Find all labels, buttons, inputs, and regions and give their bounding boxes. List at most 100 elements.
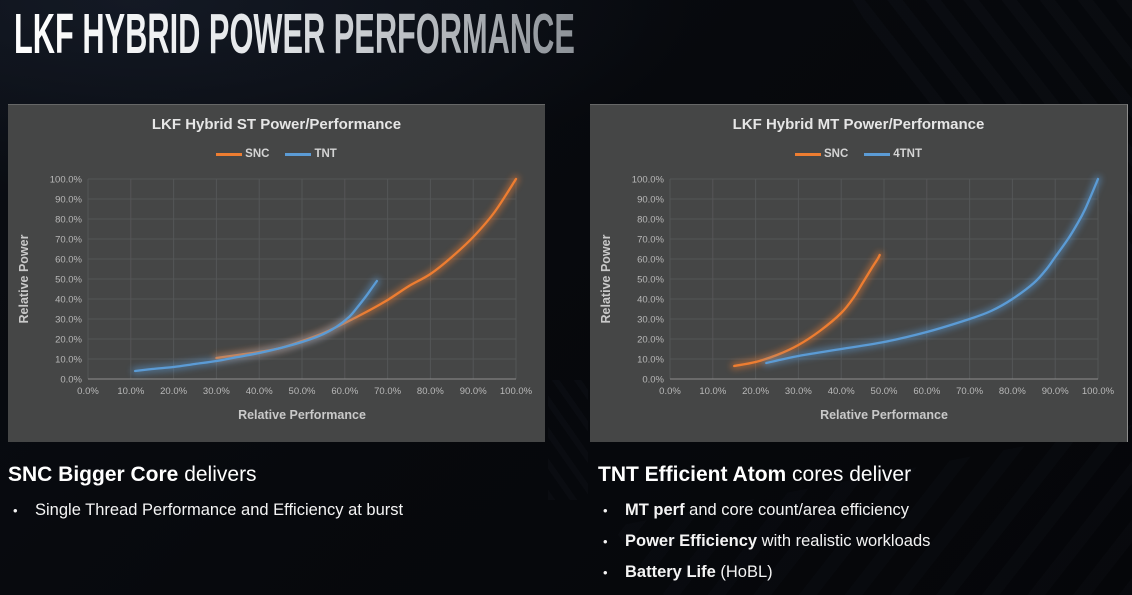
tnt-bullet-list: • MT perf and core count/area efficiency… bbox=[598, 495, 1126, 588]
tick-label: 10.0% bbox=[699, 386, 726, 397]
tick-label: 40.0% bbox=[828, 386, 855, 397]
tick-label: 0.0% bbox=[60, 374, 82, 385]
tick-label: 60.0% bbox=[331, 386, 358, 397]
legend-label: SNC bbox=[823, 148, 849, 160]
bullet-icon: • bbox=[603, 565, 608, 580]
tick-label: 100.0% bbox=[50, 174, 83, 185]
series-TNT-line bbox=[131, 277, 381, 375]
series-4TNT-line bbox=[762, 175, 1102, 367]
tick-label: 20.0% bbox=[55, 334, 82, 345]
chart-legend-mt: SNC 4TNT bbox=[590, 148, 1127, 160]
chart-title-st: LKF Hybrid ST Power/Performance bbox=[151, 116, 402, 133]
tnt-bullet-3-text: Battery Life (HoBL) bbox=[625, 563, 773, 581]
tick-label: 0.0% bbox=[77, 386, 99, 397]
snc-heading-rest: delivers bbox=[178, 463, 257, 486]
tick-label: 90.0% bbox=[460, 386, 487, 397]
tick-label: 50.0% bbox=[637, 274, 664, 285]
y-axis-title: Relative Power bbox=[17, 234, 31, 323]
tnt-bullet-1-text: MT perf and core count/area efficiency bbox=[625, 501, 910, 519]
legend-label: TNT bbox=[314, 148, 337, 160]
tnt-bullet-2-text: Power Efficiency with realistic workload… bbox=[625, 532, 931, 550]
tnt-bullet-3: • Battery Life (HoBL) bbox=[598, 557, 1126, 588]
tick-label: 100.0% bbox=[1082, 386, 1115, 397]
chart-plot-st: 0.0% 10.0% 20.0% 30.0% 40.0% 50.0% 60.0% 70.0% 8… bbox=[17, 174, 533, 422]
y-axis-title: Relative Power bbox=[599, 234, 613, 323]
tick-label: 60.0% bbox=[55, 254, 82, 265]
snc-heading-bold: SNC Bigger Core bbox=[8, 463, 179, 486]
tick-label: 60.0% bbox=[637, 254, 664, 265]
tick-label: 20.0% bbox=[160, 386, 187, 397]
tick-label: 90.0% bbox=[55, 194, 82, 205]
tick-label: 40.0% bbox=[246, 386, 273, 397]
bullet-icon: • bbox=[603, 503, 608, 518]
tnt-heading: TNT Efficient Atom cores deliver bbox=[598, 463, 1126, 487]
tick-label: 40.0% bbox=[637, 294, 664, 305]
snc-bullet-list: • Single Thread Performance and Efficien… bbox=[8, 495, 573, 526]
bullet-icon: • bbox=[13, 503, 18, 518]
tick-label: 40.0% bbox=[55, 294, 82, 305]
y-tick-labels: 0.0% 10.0% 20.0% 30.0% 40.0% 50.0% 60.0% 70.0% 8… bbox=[50, 174, 83, 385]
x-tick-labels: 0.0% 10.0% 20.0% 30.0% 40.0% 50.0% 60.0% 70.0% 8… bbox=[77, 386, 532, 397]
chart-plot-mt: 0.0% 10.0% 20.0% 30.0% 40.0% 50.0% 60.0% 70.0% 8… bbox=[599, 174, 1115, 422]
tick-label: 80.0% bbox=[55, 214, 82, 225]
tnt-takeaway-block: TNT Efficient Atom cores deliver • MT pe… bbox=[598, 463, 1126, 588]
tick-label: 30.0% bbox=[637, 314, 664, 325]
tick-label: 90.0% bbox=[637, 194, 664, 205]
tnt-bullet-2: • Power Efficiency with realistic worklo… bbox=[598, 526, 1126, 557]
tnt-heading-rest: cores deliver bbox=[786, 463, 912, 486]
tick-label: 50.0% bbox=[871, 386, 898, 397]
tick-label: 80.0% bbox=[417, 386, 444, 397]
x-tick-labels: 0.0% 10.0% 20.0% 30.0% 40.0% 50.0% 60.0% 70.0% 8… bbox=[659, 386, 1114, 397]
tick-label: 30.0% bbox=[785, 386, 812, 397]
tick-label: 70.0% bbox=[637, 234, 664, 245]
tick-label: 10.0% bbox=[637, 354, 664, 365]
legend-line-icon bbox=[864, 152, 891, 156]
snc-bullet-1-text: Single Thread Performance and Efficiency… bbox=[35, 501, 404, 519]
chart-title-mt: LKF Hybrid MT Power/Performance bbox=[732, 116, 985, 133]
tick-label: 10.0% bbox=[55, 354, 82, 365]
chart-st-power-performance: LKF Hybrid ST Power/Performance SNC TNT 0… bbox=[8, 104, 545, 442]
tick-label: 30.0% bbox=[203, 386, 230, 397]
series-SNC-line bbox=[730, 251, 884, 370]
tick-label: 10.0% bbox=[117, 386, 144, 397]
tick-label: 60.0% bbox=[913, 386, 940, 397]
legend-item-TNT: TNT bbox=[285, 148, 337, 160]
legend-item-4TNT: 4TNT bbox=[864, 148, 922, 160]
tick-label: 30.0% bbox=[55, 314, 82, 325]
chart-mt-power-performance: LKF Hybrid MT Power/Performance SNC 4TNT … bbox=[590, 104, 1128, 442]
legend-line-icon bbox=[216, 152, 243, 156]
legend-item-SNC: SNC bbox=[216, 148, 269, 160]
tick-label: 20.0% bbox=[742, 386, 769, 397]
legend-line-icon bbox=[285, 152, 312, 156]
legend-label: 4TNT bbox=[893, 148, 923, 160]
tick-label: 70.0% bbox=[55, 234, 82, 245]
snc-takeaway-block: SNC Bigger Core delivers • Single Thread… bbox=[8, 463, 573, 526]
gridlines bbox=[87, 178, 517, 380]
tick-label: 70.0% bbox=[956, 386, 983, 397]
series-SNC-line bbox=[212, 175, 520, 362]
snc-bullet-1: • Single Thread Performance and Efficien… bbox=[8, 495, 573, 526]
legend-item-SNC: SNC bbox=[794, 148, 849, 160]
legend-line-icon bbox=[794, 152, 821, 156]
bullet-icon: • bbox=[603, 534, 608, 549]
tick-label: 100.0% bbox=[500, 386, 533, 397]
tick-label: 100.0% bbox=[632, 174, 665, 185]
y-tick-labels: 0.0% 10.0% 20.0% 30.0% 40.0% 50.0% 60.0% 70.0% 8… bbox=[632, 174, 665, 385]
tnt-heading-bold: TNT Efficient Atom bbox=[598, 463, 787, 486]
tnt-bullet-1: • MT perf and core count/area efficiency bbox=[598, 495, 1126, 526]
tick-label: 0.0% bbox=[659, 386, 681, 397]
tick-label: 90.0% bbox=[1042, 386, 1069, 397]
tick-label: 0.0% bbox=[642, 374, 664, 385]
tick-label: 20.0% bbox=[637, 334, 664, 345]
chart-legend-st: SNC TNT bbox=[8, 148, 545, 160]
snc-heading: SNC Bigger Core delivers bbox=[8, 463, 573, 487]
legend-label: SNC bbox=[245, 148, 270, 160]
tick-label: 70.0% bbox=[374, 386, 401, 397]
tick-label: 80.0% bbox=[999, 386, 1026, 397]
tick-label: 80.0% bbox=[637, 214, 664, 225]
x-axis-title: Relative Performance bbox=[238, 408, 366, 422]
slide-title: LKF HYBRID POWER PERFORMANCE bbox=[14, 2, 575, 66]
tick-label: 50.0% bbox=[55, 274, 82, 285]
tick-label: 50.0% bbox=[289, 386, 316, 397]
